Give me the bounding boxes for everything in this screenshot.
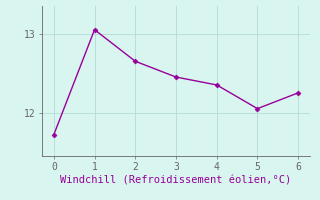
X-axis label: Windchill (Refroidissement éolien,°C): Windchill (Refroidissement éolien,°C) — [60, 176, 292, 186]
